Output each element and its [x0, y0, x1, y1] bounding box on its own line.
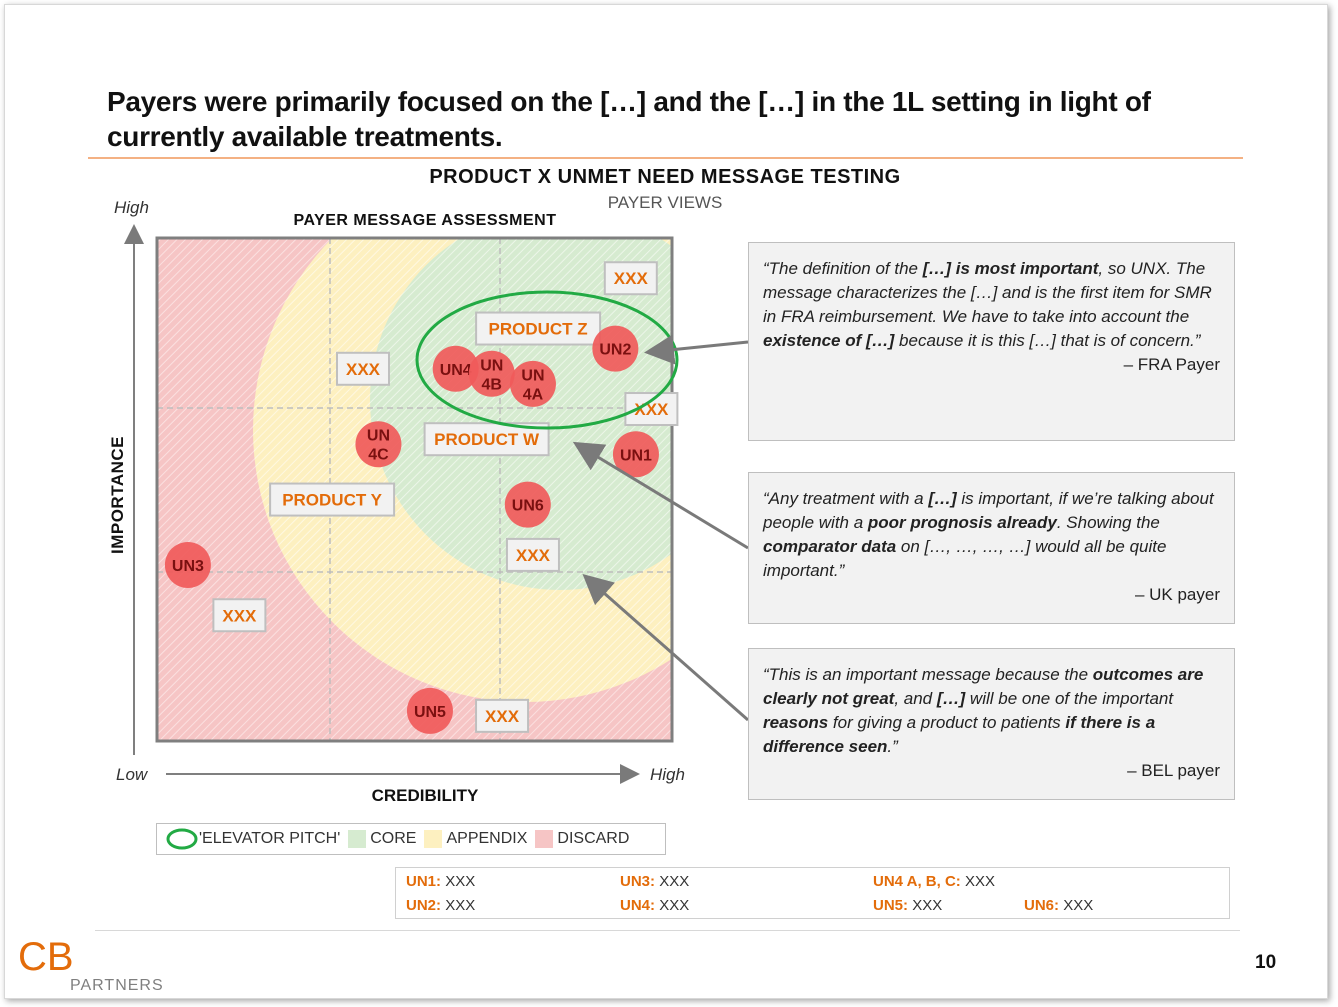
legend-label: APPENDIX — [446, 830, 528, 847]
chart-subtitle: PAYER VIEWS — [607, 193, 723, 212]
un-key-row: UN1: XXX — [406, 873, 476, 890]
un-key-row: UN3: XXX — [620, 873, 690, 890]
legend-core: CORE — [348, 830, 416, 848]
quote-box-uk: “Any treatment with a […] is important, … — [748, 472, 1235, 624]
core-swatch — [348, 830, 367, 848]
legend-appendix: APPENDIX — [424, 830, 527, 848]
unmet-need-key-table: UN1: XXX UN2: XXX UN3: XXX UN4: XXX UN4 … — [395, 867, 1230, 919]
quote-attribution: – FRA Payer — [1123, 355, 1220, 374]
legend-label: 'ELEVATOR PITCH' — [199, 830, 341, 847]
y-axis-title: IMPORTANCE — [108, 436, 127, 555]
quote-attribution: – UK payer — [1134, 585, 1220, 604]
x-axis-high-label: High — [650, 765, 685, 784]
un-key-row: UN6: XXX — [1024, 897, 1094, 914]
logo-word: PARTNERS — [70, 977, 164, 994]
y-axis-high-label: High — [114, 198, 149, 217]
quote-attribution: – BEL payer — [1127, 761, 1220, 780]
quote-text: “The definition of the […] is most impor… — [763, 259, 1212, 350]
discard-swatch — [535, 830, 554, 848]
un-key-row: UN4: XXX — [620, 897, 690, 914]
un-key-row: UN5: XXX — [873, 897, 943, 914]
quote-text: “Any treatment with a […] is important, … — [763, 489, 1214, 580]
cb-partners-logo: CB PARTNERS — [18, 930, 178, 995]
chart-legend: 'ELEVATOR PITCH' CORE APPENDIX DISCARD — [156, 823, 666, 855]
logo-mark-icon: CB PARTNERS — [18, 935, 164, 994]
plot-title: PAYER MESSAGE ASSESSMENT — [293, 212, 557, 229]
appendix-swatch — [424, 830, 443, 848]
green-ring-icon — [166, 828, 198, 850]
quote-box-fra: “The definition of the […] is most impor… — [748, 242, 1235, 441]
quote-box-bel: “This is an important message because th… — [748, 648, 1235, 800]
slide-title: Payers were primarily focused on the […]… — [107, 86, 1151, 152]
title-divider — [88, 157, 1243, 159]
footer-divider — [95, 930, 1240, 931]
chart-title: PRODUCT X UNMET NEED MESSAGE TESTING — [429, 166, 901, 188]
legend-label: CORE — [370, 830, 417, 847]
un-key-row: UN4 A, B, C: XXX — [873, 873, 995, 890]
legend-discard: DISCARD — [535, 830, 629, 848]
legend-elevator: 'ELEVATOR PITCH' — [165, 828, 340, 850]
page-number: 10 — [1255, 952, 1277, 973]
quote-text: “This is an important message because th… — [763, 665, 1204, 756]
legend-label: DISCARD — [557, 830, 630, 847]
logo-letter: CB — [18, 935, 74, 979]
x-axis-low-label: Low — [116, 765, 148, 784]
x-axis-title: CREDIBILITY — [371, 786, 479, 805]
un-key-row: UN2: XXX — [406, 897, 476, 914]
